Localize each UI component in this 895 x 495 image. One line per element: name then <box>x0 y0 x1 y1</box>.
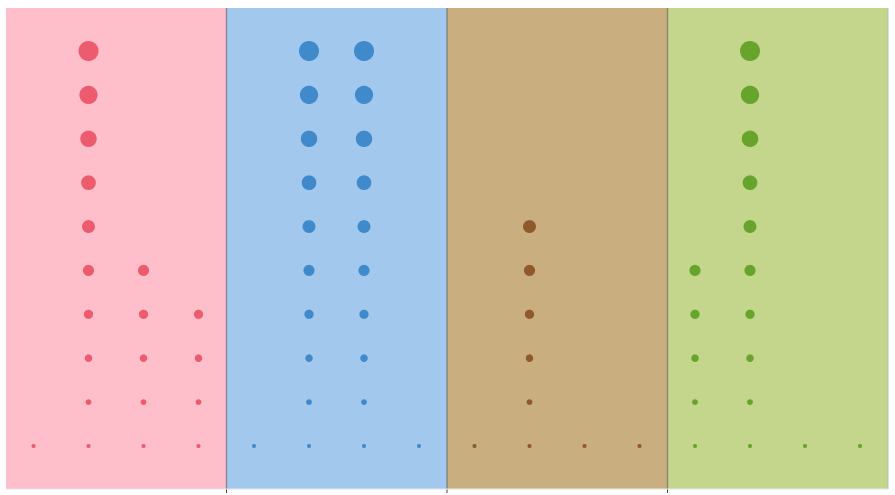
panel-1-background <box>6 8 227 489</box>
dot-p2-c2-r10 <box>299 41 319 61</box>
dot-p1-c2-r7 <box>81 175 96 191</box>
dot-p1-c3-r1 <box>141 444 146 448</box>
dot-p4-c1-r3 <box>691 354 699 362</box>
dot-p1-c2-r4 <box>83 309 94 319</box>
dot-p3-c2-r4 <box>524 309 535 319</box>
dot-p4-c2-r7 <box>742 175 758 191</box>
dot-p2-c2-r3 <box>305 354 313 362</box>
dot-p4-c2-r6 <box>743 220 757 234</box>
dot-p4-c1-r5 <box>689 264 701 276</box>
dot-p2-c3-r2 <box>361 399 367 405</box>
dot-p3-c1-r1 <box>472 444 477 448</box>
dot-p1-c3-r2 <box>140 399 147 405</box>
dot-p3-c2-r1 <box>527 444 532 448</box>
dot-p2-c3-r4 <box>359 309 369 319</box>
dot-p1-c3-r3 <box>139 354 148 362</box>
dot-p1-c3-r4 <box>138 309 149 319</box>
dot-p3-c4-r1 <box>637 444 642 448</box>
dot-p1-c2-r1 <box>86 444 91 448</box>
dot-p2-c2-r4 <box>304 309 314 319</box>
dot-p4-c2-r10 <box>740 41 760 61</box>
dot-p4-c2-r2 <box>747 399 753 405</box>
dot-p2-c2-r8 <box>300 130 318 148</box>
dot-p1-c4-r1 <box>196 444 201 448</box>
dot-p2-c2-r6 <box>302 220 316 234</box>
dot-p2-c1-r1 <box>252 444 256 448</box>
dot-p4-c1-r4 <box>690 309 700 319</box>
dot-p1-c2-r2 <box>85 399 92 405</box>
dot-p1-c2-r8 <box>80 130 97 148</box>
panel-2-background <box>226 8 447 489</box>
dot-p1-c3-r5 <box>137 264 150 276</box>
dot-p2-c3-r7 <box>356 175 372 191</box>
dot-p3-c2-r5 <box>523 264 536 276</box>
dot-p1-c2-r3 <box>84 354 93 362</box>
dot-p2-c2-r5 <box>303 264 315 276</box>
dot-p1-c2-r6 <box>82 220 95 234</box>
dot-p2-c2-r9 <box>299 85 319 105</box>
dot-p2-c4-r1 <box>417 444 421 448</box>
dot-p2-c2-r1 <box>307 444 311 448</box>
dot-p4-c3-r1 <box>803 444 807 448</box>
dot-p1-c4-r4 <box>193 309 204 319</box>
panel-4-background <box>667 8 888 489</box>
dot-p3-c2-r3 <box>525 354 534 362</box>
dot-p4-c1-r2 <box>692 399 698 405</box>
dot-p1-c2-r9 <box>79 85 98 105</box>
dot-p1-c4-r2 <box>195 399 202 405</box>
dot-p3-c3-r1 <box>582 444 587 448</box>
dot-p2-c3-r1 <box>362 444 366 448</box>
dot-p1-c2-r5 <box>82 264 95 276</box>
dot-p1-c1-r1 <box>31 444 36 448</box>
panel-3-background <box>447 8 668 489</box>
dot-p4-c2-r5 <box>744 264 756 276</box>
dot-p4-c4-r1 <box>858 444 862 448</box>
dot-p4-c1-r1 <box>693 444 697 448</box>
dot-p4-c2-r8 <box>741 130 759 148</box>
dot-p4-c2-r1 <box>748 444 752 448</box>
dot-p4-c2-r3 <box>746 354 754 362</box>
dot-p2-c3-r8 <box>355 130 373 148</box>
dot-p2-c2-r7 <box>301 175 317 191</box>
dot-p3-c2-r2 <box>526 399 533 405</box>
dot-p2-c3-r9 <box>354 85 374 105</box>
dot-p2-c3-r3 <box>360 354 368 362</box>
dot-p1-c4-r3 <box>194 354 203 362</box>
dot-p2-c3-r10 <box>354 41 374 61</box>
dot-p1-c2-r10 <box>78 41 99 61</box>
dot-p2-c3-r5 <box>358 264 370 276</box>
dot-p3-c2-r6 <box>523 220 536 234</box>
dot-p2-c3-r6 <box>357 220 371 234</box>
dot-p2-c2-r2 <box>306 399 312 405</box>
dot-p4-c2-r4 <box>745 309 755 319</box>
dot-p4-c2-r9 <box>740 85 760 105</box>
